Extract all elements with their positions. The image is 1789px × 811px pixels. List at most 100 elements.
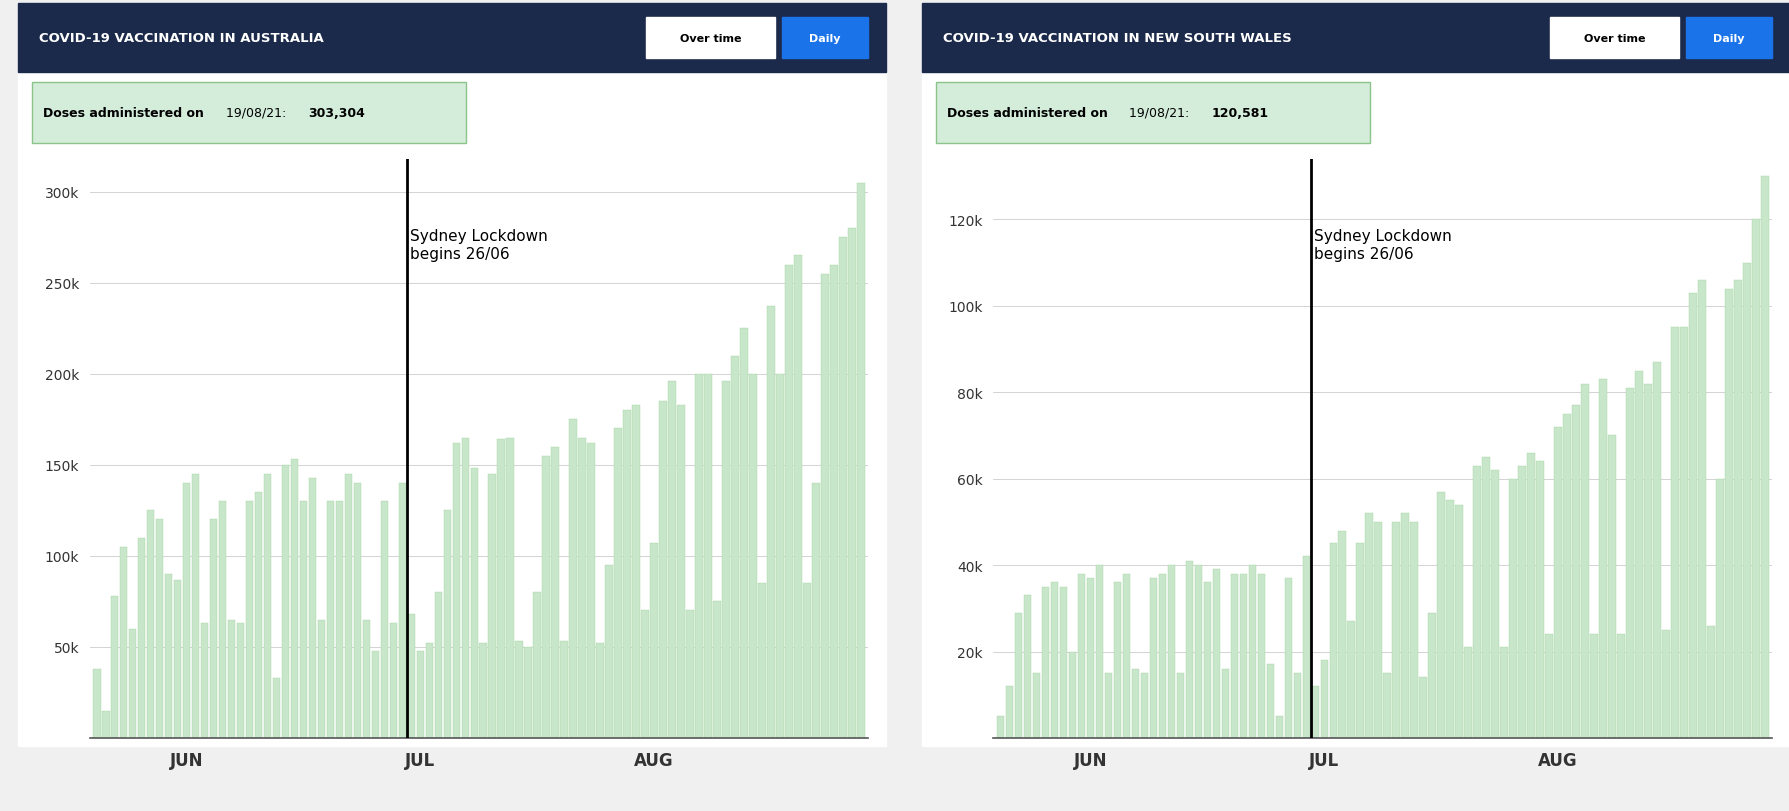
Bar: [1607, 436, 1615, 738]
Bar: [1184, 561, 1193, 738]
Bar: [1419, 678, 1426, 738]
Bar: [1580, 384, 1589, 738]
Bar: [345, 474, 352, 738]
Bar: [290, 460, 299, 738]
Bar: [1401, 513, 1408, 738]
Bar: [1644, 384, 1651, 738]
Bar: [533, 593, 540, 738]
Bar: [1293, 673, 1301, 738]
Bar: [1626, 388, 1633, 738]
Bar: [1166, 565, 1175, 738]
Bar: [336, 502, 343, 738]
Bar: [1671, 328, 1678, 738]
Bar: [174, 580, 181, 738]
Bar: [453, 444, 460, 738]
Bar: [462, 438, 469, 738]
Bar: [1680, 328, 1687, 738]
Text: Sydney Lockdown
begins 26/06: Sydney Lockdown begins 26/06: [410, 230, 547, 261]
Bar: [750, 375, 757, 738]
Bar: [1598, 380, 1607, 738]
Bar: [363, 620, 370, 738]
Text: Sydney Lockdown
begins 26/06: Sydney Lockdown begins 26/06: [1313, 230, 1451, 261]
Bar: [1544, 634, 1553, 738]
Bar: [236, 624, 245, 738]
Bar: [1175, 673, 1184, 738]
Bar: [812, 483, 819, 738]
Bar: [1050, 582, 1057, 738]
Bar: [632, 406, 640, 738]
Bar: [1157, 574, 1166, 738]
Bar: [1689, 294, 1696, 738]
Bar: [1202, 582, 1211, 738]
Bar: [741, 329, 748, 738]
Bar: [1508, 479, 1515, 738]
Bar: [1662, 630, 1669, 738]
Bar: [1589, 634, 1598, 738]
Bar: [1032, 673, 1039, 738]
Bar: [1526, 453, 1535, 738]
Bar: [1615, 634, 1624, 738]
Bar: [156, 520, 163, 738]
Bar: [317, 620, 326, 738]
Bar: [803, 583, 810, 738]
Bar: [848, 229, 855, 738]
Bar: [1707, 626, 1714, 738]
Bar: [245, 502, 254, 738]
Bar: [596, 643, 603, 738]
Text: Over time: Over time: [680, 33, 741, 44]
Bar: [326, 502, 335, 738]
Bar: [1535, 461, 1544, 738]
Bar: [542, 456, 549, 738]
Bar: [515, 642, 522, 738]
Bar: [444, 511, 451, 738]
Bar: [1365, 513, 1372, 738]
Bar: [1077, 574, 1084, 738]
Bar: [1517, 466, 1524, 738]
Bar: [1635, 371, 1642, 738]
Bar: [1437, 492, 1444, 738]
Bar: [830, 265, 837, 738]
Bar: [1698, 281, 1705, 738]
Text: Daily: Daily: [809, 33, 841, 44]
Bar: [1149, 578, 1157, 738]
Bar: [299, 502, 308, 738]
Text: 120,581: 120,581: [1211, 106, 1268, 120]
Bar: [551, 447, 558, 738]
Text: 19/08/21:: 19/08/21:: [225, 106, 290, 120]
Bar: [182, 483, 190, 738]
Bar: [1320, 660, 1327, 738]
Bar: [1428, 613, 1435, 738]
Bar: [614, 429, 621, 738]
Bar: [1095, 565, 1102, 738]
Bar: [1410, 522, 1417, 738]
Bar: [488, 474, 496, 738]
Bar: [1725, 290, 1732, 738]
Bar: [1140, 673, 1149, 738]
Bar: [1258, 574, 1265, 738]
Bar: [390, 624, 397, 738]
Text: COVID-19 VACCINATION IN AUSTRALIA: COVID-19 VACCINATION IN AUSTRALIA: [39, 32, 324, 45]
Bar: [191, 474, 199, 738]
Bar: [821, 274, 828, 738]
Bar: [605, 565, 612, 738]
Bar: [218, 502, 225, 738]
Bar: [587, 444, 594, 738]
Bar: [227, 620, 234, 738]
Text: 19/08/21:: 19/08/21:: [1129, 106, 1193, 120]
Bar: [685, 611, 694, 738]
Bar: [1562, 414, 1571, 738]
Bar: [111, 596, 118, 738]
Bar: [381, 502, 388, 738]
Bar: [1490, 470, 1497, 738]
Bar: [435, 593, 442, 738]
Text: Over time: Over time: [1583, 33, 1644, 44]
Bar: [785, 265, 793, 738]
Bar: [372, 650, 379, 738]
Bar: [254, 492, 263, 738]
Bar: [1463, 647, 1471, 738]
Bar: [1059, 587, 1066, 738]
Bar: [1472, 466, 1480, 738]
Bar: [1653, 363, 1660, 738]
Bar: [200, 624, 208, 738]
Bar: [649, 543, 658, 738]
